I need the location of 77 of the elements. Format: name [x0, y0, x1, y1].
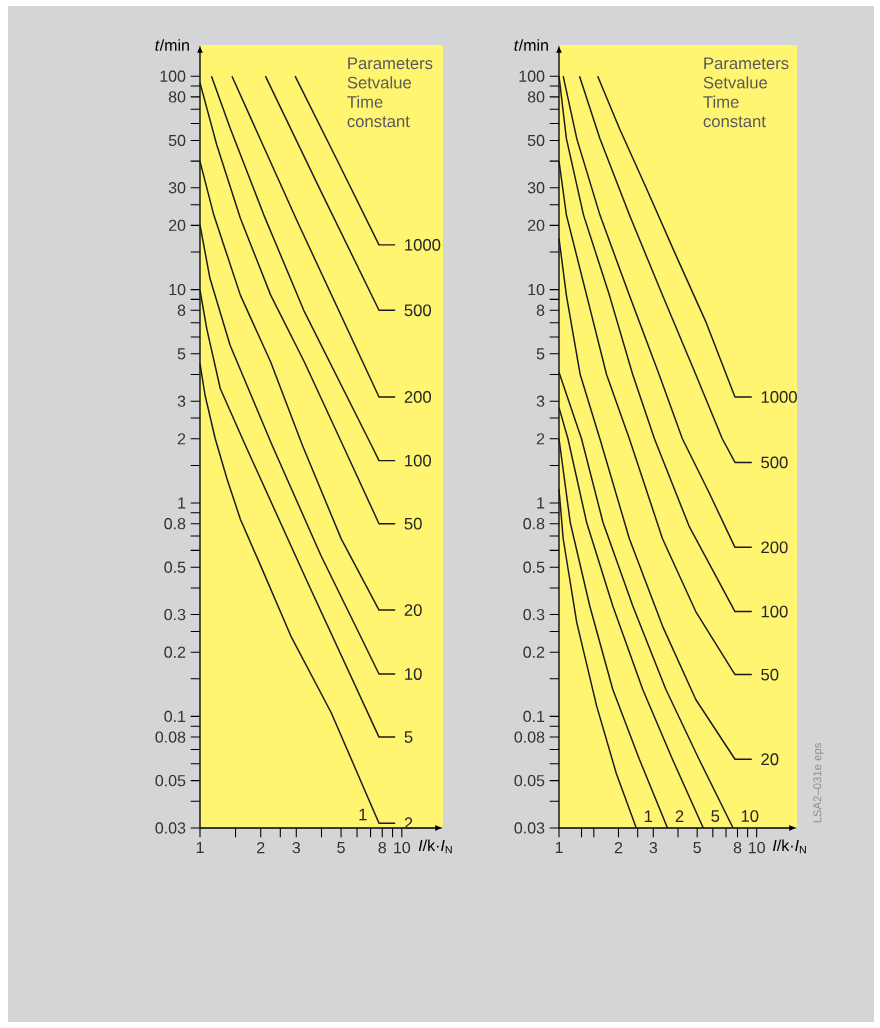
x-axis-title: I/k·I$_{N}$ — [772, 839, 806, 854]
series-label: 2 — [675, 810, 684, 822]
y-tick-label: 0.2 — [164, 646, 186, 658]
series-label: 5 — [404, 731, 413, 743]
y-tick-label: 50 — [168, 134, 186, 147]
y-tick-label: 1 — [537, 497, 545, 509]
y-tick-label: 0.5 — [523, 561, 545, 573]
series-label: 2 — [404, 817, 413, 829]
x-tick-label: 2 — [257, 841, 265, 854]
series-label: 500 — [404, 304, 432, 317]
y-tick-label: 8 — [177, 304, 186, 316]
y-tick-label: 50 — [527, 134, 545, 147]
y-tick-label: 2 — [177, 433, 186, 445]
x-tick-label: 10 — [748, 841, 765, 854]
y-tick-label: 10 — [169, 283, 186, 296]
x-tick-label: 3 — [649, 841, 658, 854]
series-label: 500 — [761, 456, 788, 469]
y-axis-title: t/min — [514, 39, 548, 51]
series-label: 1000 — [761, 391, 797, 403]
series-label: 10 — [405, 668, 422, 680]
y-tick-label: 1 — [178, 497, 186, 509]
y-tick-label: 10 — [528, 283, 545, 296]
y-tick-label: 0.05 — [155, 774, 186, 787]
x-tick-label: 10 — [394, 841, 411, 854]
y-tick-label: 5 — [177, 348, 186, 360]
y-tick-label: 0.5 — [164, 561, 186, 573]
series-label: 20 — [761, 753, 779, 766]
y-tick-label: 0.3 — [523, 608, 545, 621]
y-tick-label: 0.2 — [523, 646, 545, 658]
x-tick-label: 3 — [292, 841, 301, 854]
series-label: 1000 — [405, 239, 441, 251]
y-tick-label: 0.8 — [164, 518, 186, 530]
y-axis-title: t/min — [155, 39, 189, 51]
y-tick-label: 30 — [168, 182, 186, 194]
y-tick-label: 0.1 — [164, 710, 186, 723]
x-tick-label: 8 — [378, 841, 386, 854]
y-tick-label: 0.03 — [514, 822, 545, 834]
y-tick-label: 8 — [536, 304, 545, 316]
y-tick-label: 2 — [536, 433, 545, 445]
series-label: 5 — [711, 810, 720, 822]
y-tick-label: 3 — [536, 395, 545, 407]
y-tick-label: 3 — [177, 395, 186, 407]
series-label: 50 — [761, 668, 779, 681]
y-tick-label: 100 — [519, 70, 545, 82]
y-tick-label: 5 — [536, 348, 545, 360]
y-tick-label: 0.05 — [514, 774, 545, 787]
series-label: 200 — [404, 391, 432, 403]
series-label: 20 — [404, 604, 422, 616]
x-tick-label: 1 — [555, 841, 563, 853]
text: LSA2–031e eps — [813, 743, 824, 823]
x-tick-label: 5 — [337, 841, 345, 854]
series-label: 1 — [644, 810, 653, 822]
y-tick-label: 80 — [168, 91, 186, 103]
y-tick-label: 0.03 — [155, 822, 186, 834]
legend-title: Parameters Setvalue Time constant — [347, 57, 433, 128]
y-tick-label: 30 — [527, 182, 545, 194]
y-tick-label: 0.8 — [523, 518, 545, 530]
series-label: 100 — [405, 454, 432, 467]
series-label: 10 — [741, 810, 759, 822]
legend-title: Parameters Setvalue Time constant — [703, 57, 789, 128]
y-tick-label: 80 — [527, 91, 545, 103]
x-tick-label: 5 — [693, 841, 701, 854]
y-tick-label: 100 — [160, 70, 186, 82]
series-label: 100 — [761, 605, 788, 618]
x-tick-label: 8 — [733, 841, 742, 854]
x-tick-label: 1 — [196, 841, 204, 853]
y-tick-label: 0.3 — [164, 608, 186, 621]
series-label: 200 — [761, 541, 788, 554]
x-axis-title: I/k·I$_{N}$ — [418, 839, 452, 854]
y-tick-label: 0.08 — [155, 731, 186, 743]
series-label: 50 — [404, 517, 422, 530]
x-tick-label: 2 — [614, 841, 623, 854]
y-tick-label: 20 — [168, 219, 186, 232]
y-tick-label: 20 — [527, 219, 545, 232]
y-tick-label: 0.1 — [523, 710, 545, 723]
y-tick-label: 0.08 — [514, 731, 545, 743]
annotation: 1 — [359, 808, 367, 821]
